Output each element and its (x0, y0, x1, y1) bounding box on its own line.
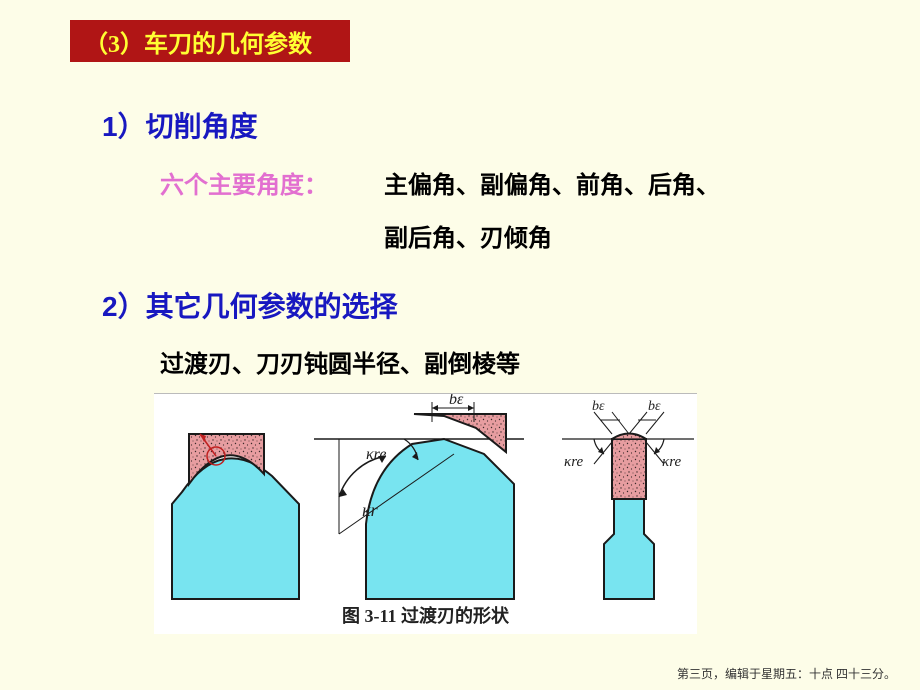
label-be-mid: bε (449, 394, 464, 408)
footer-page-note: 第三页，编辑于星期五：十点 四十三分。 (677, 665, 896, 682)
angles-list-line1: 主偏角、副偏角、前角、后角、 (384, 165, 720, 200)
label-be-right-r: bε (648, 399, 661, 414)
subsection-1-title: 1）切削角度 (102, 105, 258, 145)
label-kr-mid: κr (362, 500, 379, 520)
section-header-title: （3）车刀的几何参数 (84, 24, 312, 59)
other-params-line: 过渡刃、刀刃钝圆半径、副倒棱等 (160, 344, 520, 379)
diagram-middle: bε κre κr (314, 394, 524, 599)
figure-3-11: bε κre κr bε (154, 393, 697, 634)
label-be-right-l: bε (592, 399, 605, 414)
figure-caption: 图 3-11 过渡刃的形状 (154, 602, 697, 628)
section-header-band: （3）车刀的几何参数 (70, 20, 350, 62)
six-angles-label: 六个主要角度： (160, 165, 328, 200)
diagram-left (172, 434, 299, 599)
subsection-2-title: 2）其它几何参数的选择 (102, 285, 398, 325)
label-kre-right-l: κre (564, 454, 583, 470)
label-kre-right-r: κre (662, 454, 681, 470)
diagram-right: bε bε κre κre (562, 399, 694, 599)
figure-svg: bε κre κr bε (154, 394, 697, 635)
angles-list-line2: 副后角、刃倾角 (384, 218, 552, 253)
